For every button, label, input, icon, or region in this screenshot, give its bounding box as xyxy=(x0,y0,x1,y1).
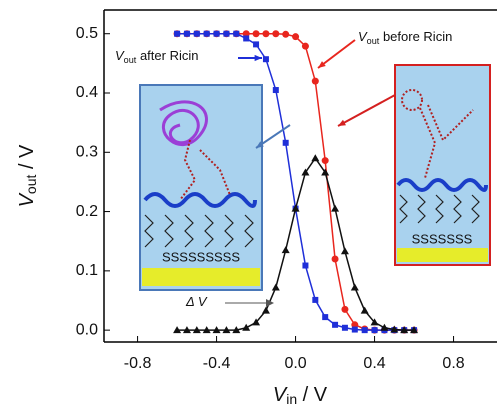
arrow-head xyxy=(254,54,262,62)
point xyxy=(380,323,389,331)
point xyxy=(272,87,279,94)
arrow-head xyxy=(256,141,264,148)
point xyxy=(360,306,369,314)
arrow xyxy=(317,39,356,69)
point xyxy=(361,327,368,334)
point xyxy=(203,30,210,37)
label-part: V xyxy=(115,48,125,63)
point xyxy=(174,30,181,37)
arrow-head xyxy=(266,299,274,307)
label-part: V xyxy=(358,29,368,44)
point xyxy=(271,283,280,291)
point xyxy=(301,42,309,50)
label-sub: out xyxy=(367,36,380,46)
label-part: V xyxy=(16,192,38,207)
inset-text: SSSSSSS xyxy=(412,231,473,246)
point xyxy=(282,139,289,146)
point xyxy=(301,168,310,176)
point xyxy=(252,30,260,38)
label-part: V xyxy=(273,384,288,406)
point xyxy=(282,30,290,38)
point xyxy=(222,326,231,334)
x-tick-label: 0.8 xyxy=(442,355,464,372)
x-tick-label: 0.0 xyxy=(284,355,306,372)
point xyxy=(233,30,240,37)
label-rest: before Ricin xyxy=(379,29,452,44)
point xyxy=(390,325,399,333)
point xyxy=(253,41,260,48)
point xyxy=(173,326,182,334)
x-tick-label: -0.4 xyxy=(203,355,231,372)
y-tick-label: 0.4 xyxy=(76,84,98,101)
inset-right: SSSSSSS xyxy=(394,64,491,266)
point xyxy=(243,35,250,42)
annotation: Vout after Ricin xyxy=(115,48,198,65)
point xyxy=(340,247,349,255)
point xyxy=(242,323,251,331)
point xyxy=(370,318,379,326)
point xyxy=(371,327,378,334)
point xyxy=(262,30,270,38)
point xyxy=(261,306,270,314)
label-sub: in xyxy=(286,391,297,407)
point xyxy=(212,326,221,334)
point xyxy=(232,326,241,334)
x-tick-label: 0.4 xyxy=(363,355,385,372)
point xyxy=(183,30,190,37)
point xyxy=(192,326,201,334)
annotation: Δ V xyxy=(185,294,208,309)
point xyxy=(291,204,300,212)
point xyxy=(223,30,230,37)
point xyxy=(332,321,339,328)
arrow xyxy=(337,94,396,127)
annotation: Vout before Ricin xyxy=(358,29,452,46)
inset-text: SSSSSSSSS xyxy=(162,249,240,264)
label-rest: after Ricin xyxy=(136,48,198,63)
point xyxy=(400,326,409,334)
point xyxy=(341,305,349,313)
point xyxy=(292,33,300,41)
point xyxy=(312,296,319,303)
point xyxy=(331,255,339,263)
y-tick-label: 0.0 xyxy=(76,321,98,338)
y-axis-label: Vout / V xyxy=(16,144,38,207)
inset-left: SSSSSSSSS xyxy=(139,84,263,291)
point xyxy=(193,30,200,37)
point xyxy=(262,56,269,63)
y-tick-label: 0.1 xyxy=(76,262,98,279)
point xyxy=(213,30,220,37)
x-tick-label: -0.8 xyxy=(124,355,152,372)
point xyxy=(322,314,329,321)
y-tick-label: 0.3 xyxy=(76,144,98,161)
point xyxy=(272,30,280,38)
x-axis-label: Vin / V xyxy=(273,384,328,406)
y-tick-label: 0.2 xyxy=(76,203,98,220)
point xyxy=(302,262,309,269)
point xyxy=(252,318,261,326)
label-rest: / V xyxy=(297,384,328,406)
point xyxy=(281,246,290,254)
point xyxy=(341,324,348,331)
arrow-head xyxy=(318,61,326,68)
label-sub: out xyxy=(124,55,137,65)
y-tick-label: 0.5 xyxy=(76,25,98,42)
point xyxy=(321,168,330,176)
point xyxy=(351,326,358,333)
arrow-head xyxy=(338,119,346,126)
point xyxy=(182,326,191,334)
label-rest: / V xyxy=(16,144,38,175)
point xyxy=(410,326,419,334)
label-part: Δ V xyxy=(185,294,208,309)
point xyxy=(350,283,359,291)
label-sub: out xyxy=(23,174,39,194)
point xyxy=(311,154,320,162)
point xyxy=(311,77,319,85)
point xyxy=(202,326,211,334)
point xyxy=(321,157,329,165)
point xyxy=(331,204,340,212)
